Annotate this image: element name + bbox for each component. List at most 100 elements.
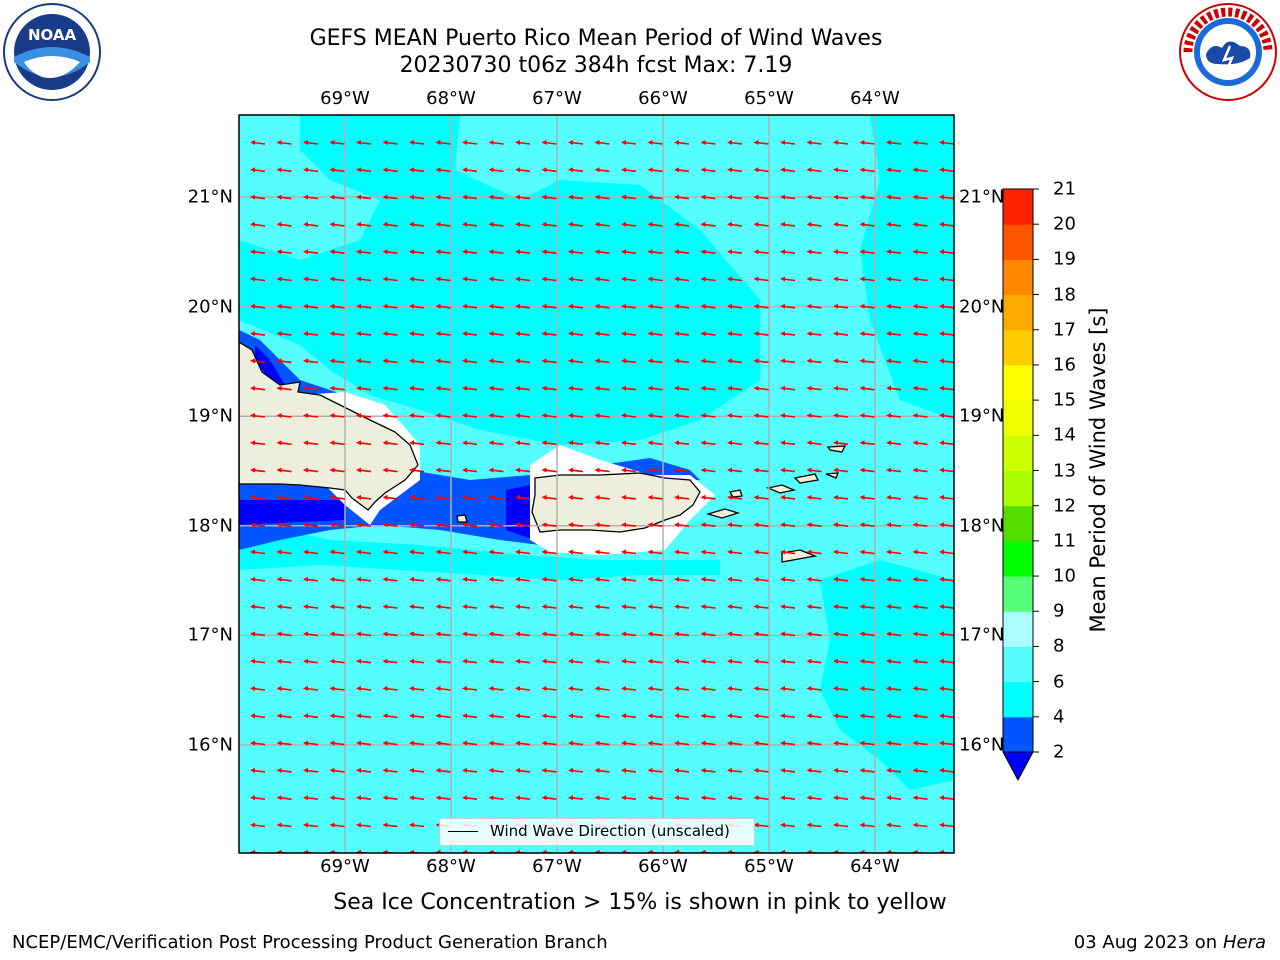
wind-wave-arrow	[886, 167, 902, 173]
wind-wave-arrow	[276, 194, 292, 200]
wind-wave-arrow	[276, 767, 292, 773]
wind-wave-arrow	[250, 631, 266, 637]
wind-wave-arrow	[647, 440, 663, 446]
wind-wave-arrow	[939, 276, 954, 282]
wind-wave-arrow	[912, 713, 928, 719]
legend-arrow-symbol	[448, 831, 478, 832]
wind-wave-arrow	[488, 167, 504, 173]
wind-wave-arrow	[303, 467, 319, 473]
wind-wave-arrow	[886, 249, 902, 255]
wind-wave-arrow	[780, 167, 796, 173]
wind-wave-arrow	[356, 413, 372, 418]
wind-wave-arrow	[621, 631, 637, 637]
wind-wave-arrow	[939, 822, 954, 828]
wind-wave-arrow	[382, 631, 398, 637]
wind-wave-arrow	[409, 686, 425, 691]
wind-wave-arrow	[515, 140, 531, 145]
wind-wave-arrow	[515, 576, 531, 582]
wind-wave-arrow	[409, 331, 425, 337]
wind-wave-arrow	[276, 494, 292, 500]
wind-wave-arrow	[462, 576, 478, 582]
wind-wave-arrow	[886, 358, 902, 364]
wind-wave-arrow	[382, 385, 398, 391]
wind-wave-arrow	[700, 795, 716, 801]
wind-wave-arrow	[488, 276, 504, 282]
wind-wave-arrow	[250, 576, 266, 582]
wind-wave-arrow	[303, 767, 319, 773]
wind-wave-arrow	[568, 140, 584, 145]
wind-wave-arrow	[806, 494, 822, 500]
wind-wave-arrow	[912, 822, 928, 828]
wind-wave-arrow	[488, 358, 504, 364]
wind-wave-arrow	[541, 767, 557, 773]
wind-wave-arrow	[409, 221, 425, 227]
wind-wave-arrow	[276, 549, 292, 555]
wind-wave-arrow	[488, 440, 504, 446]
wind-wave-arrow	[806, 686, 822, 691]
wind-wave-arrow	[621, 303, 637, 309]
wind-wave-arrow	[382, 713, 398, 719]
wind-wave-arrow	[700, 276, 716, 282]
wind-wave-arrow	[621, 494, 637, 500]
wind-wave-arrow	[382, 822, 398, 828]
footer-credit: NCEP/EMC/Verification Post Processing Pr…	[12, 932, 608, 953]
wind-wave-arrow	[276, 686, 292, 691]
wind-wave-arrow	[435, 331, 451, 337]
wind-wave-arrow	[250, 331, 266, 337]
latitude-label: 16°N	[187, 734, 233, 756]
wind-wave-arrow	[939, 522, 954, 528]
longitude-label: 66°W	[638, 88, 688, 109]
wind-wave-arrow	[700, 303, 716, 309]
wind-wave-arrow	[303, 413, 319, 418]
wind-wave-arrow	[568, 658, 584, 664]
wind-wave-arrow	[488, 413, 504, 418]
wind-wave-arrow	[753, 303, 769, 309]
wind-wave-arrow	[276, 413, 292, 418]
wind-wave-arrow	[939, 413, 954, 418]
wind-wave-arrow	[435, 576, 451, 582]
wind-wave-arrow	[303, 303, 319, 309]
wind-wave-arrow	[780, 385, 796, 391]
wind-wave-arrow	[541, 413, 557, 418]
wind-wave-arrow	[568, 467, 584, 473]
wind-wave-arrow	[700, 522, 716, 528]
wind-wave-arrow	[409, 413, 425, 418]
wind-wave-arrow	[250, 767, 266, 773]
wind-wave-arrow	[435, 221, 451, 227]
wind-wave-arrow	[753, 221, 769, 227]
wind-wave-arrow	[594, 221, 610, 227]
wind-wave-arrow	[674, 194, 690, 200]
wind-wave-arrow	[250, 440, 266, 446]
wind-wave-arrow	[806, 331, 822, 337]
wind-wave-arrow	[939, 440, 954, 446]
wind-wave-arrow	[382, 604, 398, 610]
wind-wave-arrow	[939, 494, 954, 500]
wind-wave-arrow	[886, 413, 902, 418]
wind-wave-arrow	[753, 686, 769, 691]
wind-wave-arrow	[329, 494, 345, 500]
wind-wave-arrow	[435, 413, 451, 418]
wind-wave-arrow	[780, 767, 796, 773]
wind-wave-arrow	[568, 221, 584, 227]
wind-wave-arrow	[780, 549, 796, 555]
wind-wave-arrow	[912, 194, 928, 200]
colorbar-swatch	[1003, 716, 1033, 753]
wind-wave-arrow	[541, 713, 557, 719]
wind-wave-arrow	[409, 713, 425, 719]
wind-wave-arrow	[356, 194, 372, 200]
wind-wave-arrow	[594, 522, 610, 528]
wind-wave-arrow	[647, 604, 663, 610]
wind-wave-arrow	[303, 740, 319, 746]
wind-wave-arrow	[753, 249, 769, 255]
wind-wave-arrow	[912, 140, 928, 145]
wind-wave-arrow	[700, 440, 716, 446]
wind-wave-arrow	[621, 713, 637, 719]
colorbar-tick-label: 19	[1053, 248, 1076, 270]
wind-wave-arrow	[488, 686, 504, 691]
wind-wave-arrow	[250, 167, 266, 173]
wind-wave-arrow	[806, 167, 822, 173]
wind-wave-arrow	[568, 385, 584, 391]
wind-wave-arrow	[303, 494, 319, 500]
wind-wave-arrow	[303, 249, 319, 255]
wind-wave-arrow	[621, 767, 637, 773]
